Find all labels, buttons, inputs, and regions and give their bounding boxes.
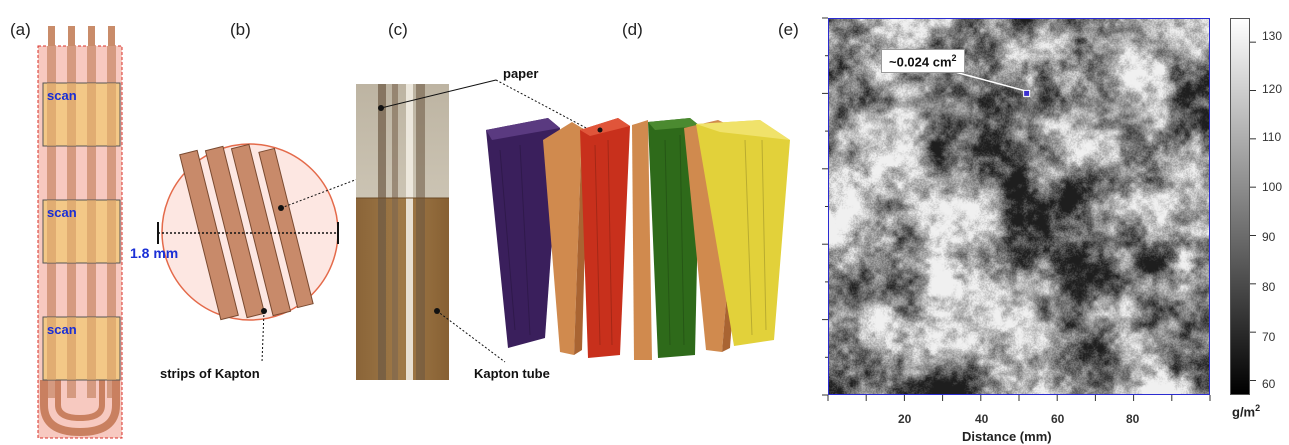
x-tick-label: 80 [1126, 412, 1140, 426]
tube-bottom-inner [55, 380, 105, 422]
colorbar-tick: 70 [1262, 330, 1276, 344]
colorbar-tick: 60 [1262, 377, 1276, 391]
x-tick-label: 20 [898, 412, 912, 426]
paper-strip [392, 84, 398, 380]
paper-strip [416, 84, 425, 380]
paper-label: paper [503, 66, 539, 81]
colorbar-tick: 100 [1262, 180, 1283, 194]
scan-label: scan [47, 205, 77, 220]
paper-slab-purple [486, 118, 560, 348]
panel-b-letter: (b) [230, 20, 251, 39]
kapton-strip-overlay [107, 83, 116, 146]
kapton-strip-overlay [47, 200, 56, 263]
tube-stub [68, 26, 75, 48]
colorbar-tick: 80 [1262, 280, 1276, 294]
colorbar-tick: 110 [1262, 130, 1282, 144]
colorbar [1230, 18, 1250, 395]
render-3d [486, 118, 790, 360]
paper-slab-red [580, 118, 630, 358]
paper-slab-purple-top [486, 118, 560, 140]
strips-label: strips of Kapton [160, 366, 260, 381]
paper-slab-green [648, 118, 700, 358]
panel-a-letter: (a) [10, 20, 31, 39]
kapton-strip-overlay [87, 200, 96, 263]
scan-label: scan [47, 88, 77, 103]
callout-dot [597, 127, 603, 133]
photo-kapton-area [356, 198, 449, 380]
kapton-slab [632, 120, 652, 360]
kapton-strip-overlay [67, 200, 76, 263]
basis-weight-map [828, 18, 1210, 395]
kapton-strip-overlay [107, 200, 116, 263]
tube-stub [108, 26, 115, 48]
kapton-strip-overlay [107, 317, 116, 380]
kapton-strip-overlay [87, 317, 96, 380]
x-tick-label: 40 [975, 412, 989, 426]
tilted-strips [179, 143, 314, 321]
dimension-label: 1.8 mm [130, 245, 179, 261]
colorbar-tick: 90 [1262, 230, 1276, 244]
area-annotation-text: ~0.024 cm [889, 54, 952, 70]
kapton-strip-overlay [67, 317, 76, 380]
kapton-strip-overlay [47, 83, 56, 146]
callout-line [380, 79, 497, 109]
paper-slab-green-top [648, 118, 700, 130]
kapton-strip-overlay [67, 83, 76, 146]
colorbar-unit-sup: 2 [1255, 403, 1261, 413]
kapton-slab [543, 122, 582, 355]
paper-slab-red-top [580, 118, 630, 136]
kapton-strip-overlay [87, 83, 96, 146]
colorbar-tick: 130 [1262, 29, 1283, 43]
photo-gap [406, 84, 413, 380]
x-tick-label: 60 [1051, 412, 1065, 426]
tube-bottom [40, 380, 120, 437]
panel-c-letter: (c) [388, 20, 408, 39]
kapton-strip-overlay [47, 317, 56, 380]
paper-slab-yellow-top [696, 120, 790, 140]
tube-stub [88, 26, 95, 48]
scan-label: scan [47, 322, 77, 337]
panel-e-letter: (e) [778, 20, 799, 39]
x-axis-title: Distance (mm) [962, 429, 1052, 444]
colorbar-unit-text: g/m [1232, 404, 1256, 420]
kapton-tube-label: Kapton tube [474, 366, 550, 381]
tube-stub [48, 26, 55, 48]
area-annotation-sup: 2 [951, 53, 957, 63]
paper-slab-yellow [696, 120, 790, 346]
panel-d-letter: (d) [622, 20, 643, 39]
colorbar-unit: g/m2 [1232, 403, 1260, 419]
callout-line [495, 79, 591, 131]
paper-strip [378, 84, 386, 380]
area-annotation: ~0.024 cm2 [881, 49, 965, 74]
callout-line [261, 310, 265, 363]
colorbar-tick: 120 [1262, 82, 1283, 96]
